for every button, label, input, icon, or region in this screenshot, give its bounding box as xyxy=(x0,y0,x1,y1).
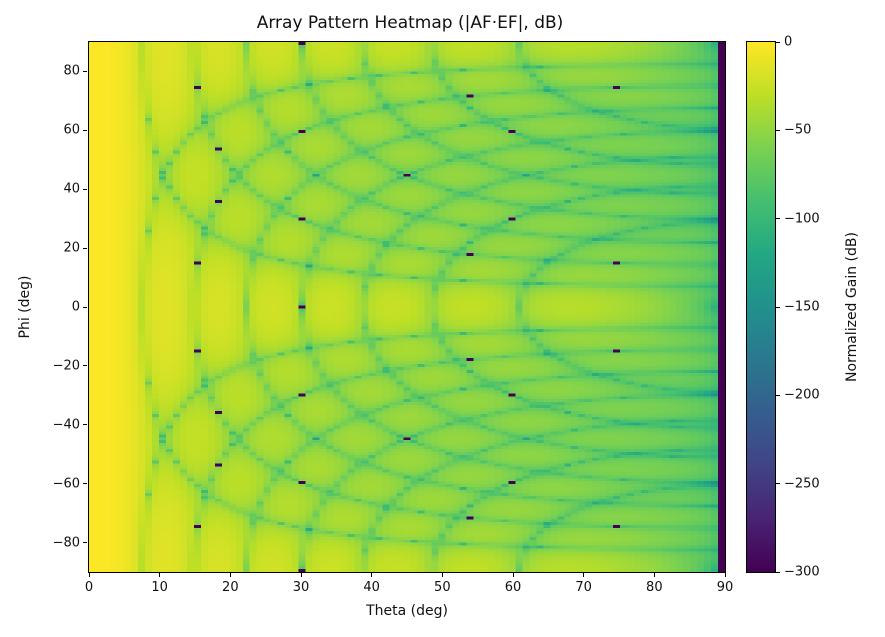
colorbar-tick-mark xyxy=(776,129,780,131)
colorbar-tick-label: −200 xyxy=(784,387,820,403)
x-tick-label: 10 xyxy=(151,580,168,595)
x-tick-label: 60 xyxy=(504,580,522,595)
x-tick-mark xyxy=(441,573,443,577)
x-tick-mark xyxy=(371,573,373,577)
colorbar-tick-mark xyxy=(776,571,780,573)
colorbar-tick-label: 0 xyxy=(784,34,793,50)
x-tick-label: 30 xyxy=(292,580,310,595)
x-tick-label: 80 xyxy=(646,580,663,595)
x-tick-label: 70 xyxy=(575,580,592,595)
colorbar-tick-mark xyxy=(776,41,780,43)
x-tick-label: 0 xyxy=(84,580,94,595)
y-tick-label: −60 xyxy=(52,476,80,492)
y-tick-mark xyxy=(83,483,87,485)
x-tick-mark xyxy=(724,573,726,577)
x-tick-label: 50 xyxy=(434,580,451,595)
x-tick-mark xyxy=(229,573,231,577)
colorbar-tick-mark xyxy=(776,218,780,220)
colorbar-tick-mark xyxy=(776,483,780,485)
x-tick-mark xyxy=(653,573,655,577)
x-tick-label: 40 xyxy=(363,580,380,595)
colorbar-tick-label: −300 xyxy=(784,564,820,580)
y-tick-mark xyxy=(83,542,87,544)
chart-title: Array Pattern Heatmap (|AF·EF|, dB) xyxy=(256,13,564,33)
x-tick-mark xyxy=(583,573,585,577)
y-tick-mark xyxy=(83,424,87,426)
colorbar-tick-mark xyxy=(776,306,780,308)
colorbar-tick-label: −150 xyxy=(784,299,820,315)
x-tick-mark xyxy=(512,573,514,577)
y-tick-mark xyxy=(83,70,87,72)
y-tick-mark xyxy=(83,306,87,308)
x-axis-label: Theta (deg) xyxy=(366,603,448,619)
y-tick-label: 40 xyxy=(63,181,80,197)
y-tick-mark xyxy=(83,129,87,131)
heatmap-plot-area xyxy=(88,41,726,573)
colorbar-tick-label: −100 xyxy=(784,211,820,227)
y-tick-mark xyxy=(83,247,87,249)
y-tick-label: −40 xyxy=(52,417,80,433)
y-tick-mark xyxy=(83,188,87,190)
colorbar-tick-label: −50 xyxy=(784,122,812,138)
y-axis-label: Phi (deg) xyxy=(17,275,33,339)
y-tick-label: 80 xyxy=(63,63,80,79)
y-tick-label: 20 xyxy=(63,240,80,256)
x-tick-label: 90 xyxy=(716,580,734,595)
y-tick-label: −20 xyxy=(52,358,80,374)
y-tick-mark xyxy=(83,365,87,367)
colorbar-gradient-canvas xyxy=(747,42,775,572)
x-tick-mark xyxy=(159,573,161,577)
x-tick-mark xyxy=(88,573,90,577)
colorbar xyxy=(746,41,776,573)
colorbar-tick-mark xyxy=(776,394,780,396)
x-tick-label: 20 xyxy=(222,580,239,595)
heatmap-canvas xyxy=(89,42,725,572)
y-tick-label: 60 xyxy=(63,122,80,138)
x-tick-mark xyxy=(300,573,302,577)
colorbar-tick-label: −250 xyxy=(784,476,820,492)
colorbar-label: Normalized Gain (dB) xyxy=(844,232,860,382)
y-tick-label: −80 xyxy=(52,535,80,551)
y-tick-label: 0 xyxy=(71,299,80,315)
